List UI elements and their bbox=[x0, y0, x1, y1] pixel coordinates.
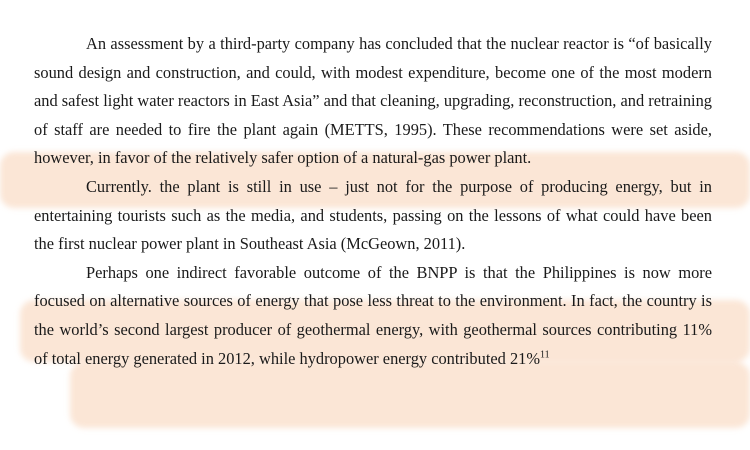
paragraph-1: An assessment by a third-party company h… bbox=[34, 30, 712, 173]
highlight-mark-1 bbox=[0, 152, 750, 208]
document-body: An assessment by a third-party company h… bbox=[34, 30, 712, 373]
paragraph-2: Currently. the plant is still in use – j… bbox=[34, 173, 712, 259]
highlight-mark-2 bbox=[20, 300, 750, 362]
paragraph-2-text: Currently. the plant is still in use – j… bbox=[34, 176, 712, 254]
paragraph-3: Perhaps one indirect favorable outcome o… bbox=[34, 259, 712, 373]
highlight-mark-3 bbox=[70, 362, 750, 428]
footnote-marker: 11 bbox=[540, 349, 550, 361]
paragraph-3-text: Perhaps one indirect favorable outcome o… bbox=[34, 262, 712, 368]
paragraph-1-text: An assessment by a third-party company h… bbox=[34, 34, 712, 168]
